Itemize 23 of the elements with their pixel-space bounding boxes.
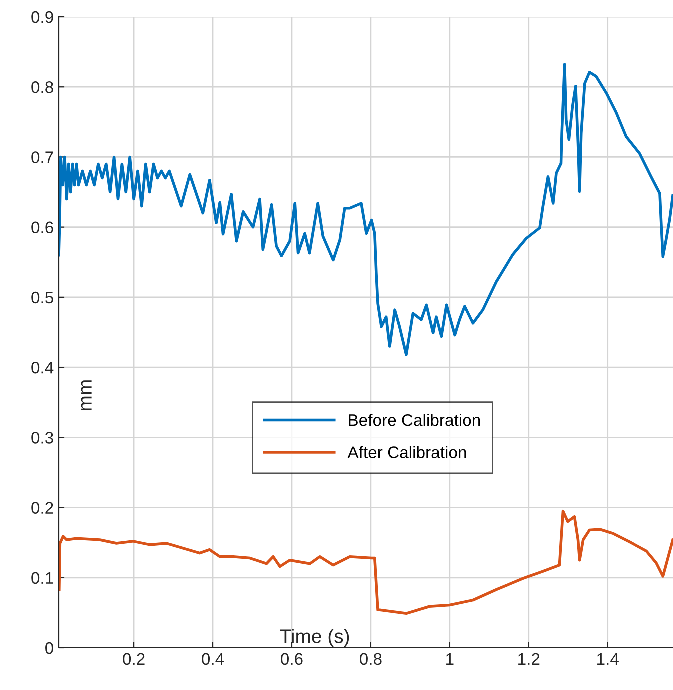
y-axis-title: mm [81,380,92,411]
legend-label: Before Calibration [349,414,480,426]
y-tick-label: 0.6 [32,222,54,234]
y-tick-label: 0.8 [32,82,54,94]
y-tick-label: 0.5 [32,292,54,304]
y-tick-label: 0.7 [32,152,54,164]
y-tick-label: 0.1 [32,572,54,584]
legend-label: After Calibration [348,446,466,458]
y-tick-label: 0.9 [32,11,54,24]
x-tick-label: 0.2 [123,653,145,666]
y-tick-label: 0 [46,642,54,654]
y-tick-label: 0.3 [32,432,54,444]
line-series [59,510,673,616]
x-tick-label: 0.4 [202,653,224,666]
x-axis-title: Time (s) [280,629,350,648]
x-tick-label: 1.2 [518,653,540,665]
x-tick-label: 1.4 [598,653,619,665]
x-tick-label: 0.6 [281,653,303,666]
y-tick-label: 0.4 [32,362,54,374]
line-series [59,63,673,356]
y-tick-label: 0.2 [32,502,54,514]
x-tick-label: 1 [446,653,454,665]
x-tick-label: 0.8 [360,653,382,666]
